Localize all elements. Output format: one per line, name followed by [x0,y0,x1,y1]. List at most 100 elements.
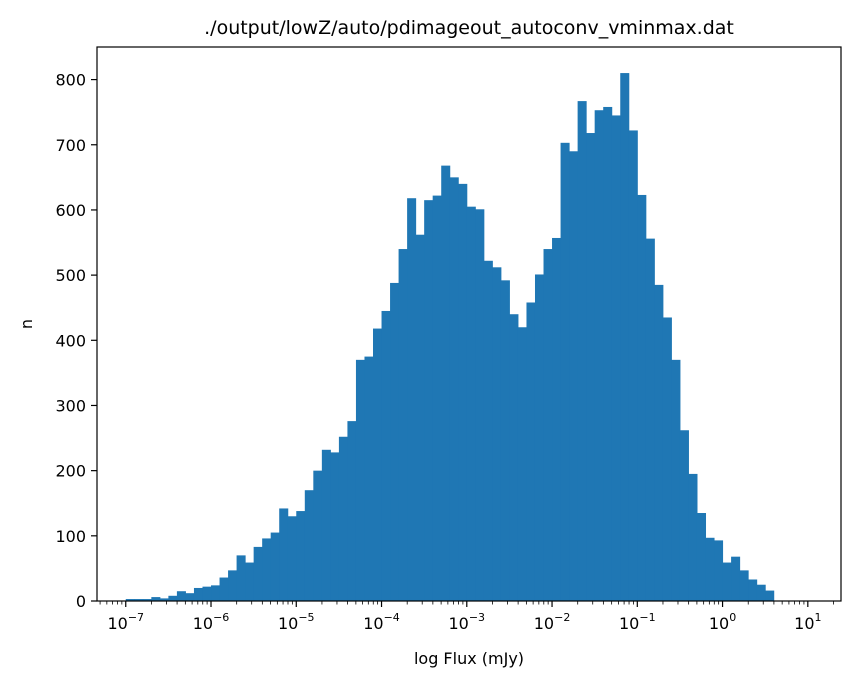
x-tick-label: 10−1 [619,611,656,633]
y-axis: 0 100 200 300 400 500 600 700 800 [55,71,97,611]
histogram-bar [202,586,212,601]
histogram-bar [654,284,664,601]
histogram-bar [603,106,613,602]
histogram-bar [671,359,681,601]
histogram-bars [125,73,775,602]
histogram-bar [398,249,408,602]
y-axis-label: n [17,319,36,329]
histogram-bar [756,584,766,601]
y-tick-label: 0 [76,592,86,611]
histogram-bar [458,183,468,601]
histogram-bar [586,133,596,601]
histogram-bar [679,430,689,601]
histogram-bar [262,538,272,601]
x-axis-label: log Flux (mJy) [414,649,524,668]
x-tick-label: 10−2 [534,611,571,633]
histogram-bar [594,110,604,601]
histogram-bar [287,516,297,601]
histogram-bar [347,421,357,601]
histogram-bar [219,577,229,601]
histogram-bar [517,327,527,601]
y-tick-label: 300 [55,396,86,415]
x-tick-label: 10−6 [193,611,230,633]
histogram-bar [407,198,417,601]
histogram-bar [696,513,707,601]
x-tick-label: 10−3 [448,611,485,633]
x-tick-label: 10−5 [278,611,315,633]
histogram-bar [381,310,391,601]
histogram-bar [168,595,178,601]
histogram-bar [193,587,203,601]
histogram-bar [321,449,331,601]
histogram-bar [159,598,169,601]
histogram-bar [441,165,451,601]
histogram-bar [390,282,400,601]
histogram-bar [534,274,545,601]
histogram-bar [500,280,510,601]
histogram-bar [415,234,425,601]
histogram-bar [620,73,630,601]
histogram-bar [313,470,323,601]
histogram-bar [185,593,195,601]
histogram-bar [373,328,383,601]
histogram-bar [364,356,374,601]
histogram-bar [228,570,238,601]
histogram-bar [304,490,314,601]
y-tick-label: 400 [55,331,86,350]
histogram-bar [236,555,246,601]
y-tick-label: 800 [55,71,86,90]
histogram-bar [492,267,502,601]
histogram-bar [475,209,485,602]
histogram-bar [739,570,749,601]
histogram-bar [560,142,570,601]
histogram-bar [270,532,280,601]
histogram-bar [569,151,579,601]
y-tick-label: 700 [55,136,86,155]
histogram-bar [338,436,348,601]
histogram-bar [577,101,587,601]
histogram-bar [211,585,221,601]
histogram-bar [330,452,340,601]
y-tick-label: 100 [55,527,86,546]
histogram-bar [509,314,519,601]
histogram-bar [637,194,647,601]
histogram-bar [543,249,553,602]
histogram-bar [151,597,161,601]
histogram-bar [355,359,365,601]
histogram-bar [432,195,442,601]
histogram-bar [645,238,655,601]
y-tick-label: 600 [55,201,86,220]
histogram-bar [611,115,621,601]
histogram-bar [483,260,493,601]
histogram-bar [552,237,562,601]
histogram-bar [245,562,255,601]
histogram-bar [134,599,144,601]
histogram-bar [176,591,186,601]
histogram-bar [526,302,536,601]
x-tick-label: 101 [794,611,821,633]
histogram-bar [253,546,263,601]
histogram-bar [449,177,459,601]
x-tick-label: 10−4 [363,611,400,633]
histogram-bar [279,508,289,601]
histogram-bar [748,579,758,601]
histogram-bar [714,540,724,601]
histogram-bar [628,130,638,601]
x-tick-label: 10−7 [107,611,144,633]
histogram-bar [424,200,434,601]
histogram-bar [722,562,732,601]
histogram-bar [765,590,775,601]
y-tick-label: 500 [55,266,86,285]
histogram-bar [142,599,152,601]
histogram-bar [466,206,476,601]
y-tick-label: 200 [55,462,86,481]
histogram-bar [296,511,306,601]
histogram-bar [731,556,741,601]
x-tick-label: 100 [709,611,736,633]
histogram-bar [705,537,715,601]
plot-frame [96,46,842,602]
histogram-bar [125,599,135,601]
chart-title: ./output/lowZ/auto/pdimageout_autoconv_v… [204,17,734,39]
x-axis: 10−7 10−6 10−5 10−4 10−3 10−2 10−1 100 101 [99,601,834,633]
